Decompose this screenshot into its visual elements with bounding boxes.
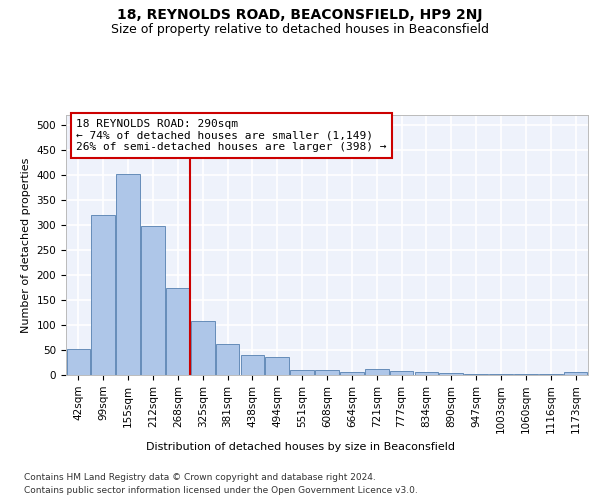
Bar	[216, 344, 239, 375]
Text: Distribution of detached houses by size in Beaconsfield: Distribution of detached houses by size …	[146, 442, 455, 452]
Bar	[290, 370, 314, 375]
Bar	[439, 372, 463, 375]
Bar	[191, 321, 215, 375]
Text: 18, REYNOLDS ROAD, BEACONSFIELD, HP9 2NJ: 18, REYNOLDS ROAD, BEACONSFIELD, HP9 2NJ	[117, 8, 483, 22]
Bar	[489, 374, 513, 375]
Y-axis label: Number of detached properties: Number of detached properties	[21, 158, 31, 332]
Text: Contains HM Land Registry data © Crown copyright and database right 2024.: Contains HM Land Registry data © Crown c…	[24, 472, 376, 482]
Bar	[390, 371, 413, 375]
Bar	[365, 368, 389, 375]
Bar	[415, 372, 438, 375]
Bar	[241, 355, 264, 375]
Bar	[116, 174, 140, 375]
Bar	[67, 348, 90, 375]
Bar	[141, 226, 165, 375]
Bar	[464, 374, 488, 375]
Bar	[539, 374, 563, 375]
Bar	[315, 370, 339, 375]
Text: Size of property relative to detached houses in Beaconsfield: Size of property relative to detached ho…	[111, 22, 489, 36]
Bar	[514, 374, 538, 375]
Bar	[265, 357, 289, 375]
Bar	[340, 372, 364, 375]
Text: 18 REYNOLDS ROAD: 290sqm
← 74% of detached houses are smaller (1,149)
26% of sem: 18 REYNOLDS ROAD: 290sqm ← 74% of detach…	[76, 119, 387, 152]
Bar	[166, 288, 190, 375]
Bar	[564, 372, 587, 375]
Bar	[91, 215, 115, 375]
Text: Contains public sector information licensed under the Open Government Licence v3: Contains public sector information licen…	[24, 486, 418, 495]
